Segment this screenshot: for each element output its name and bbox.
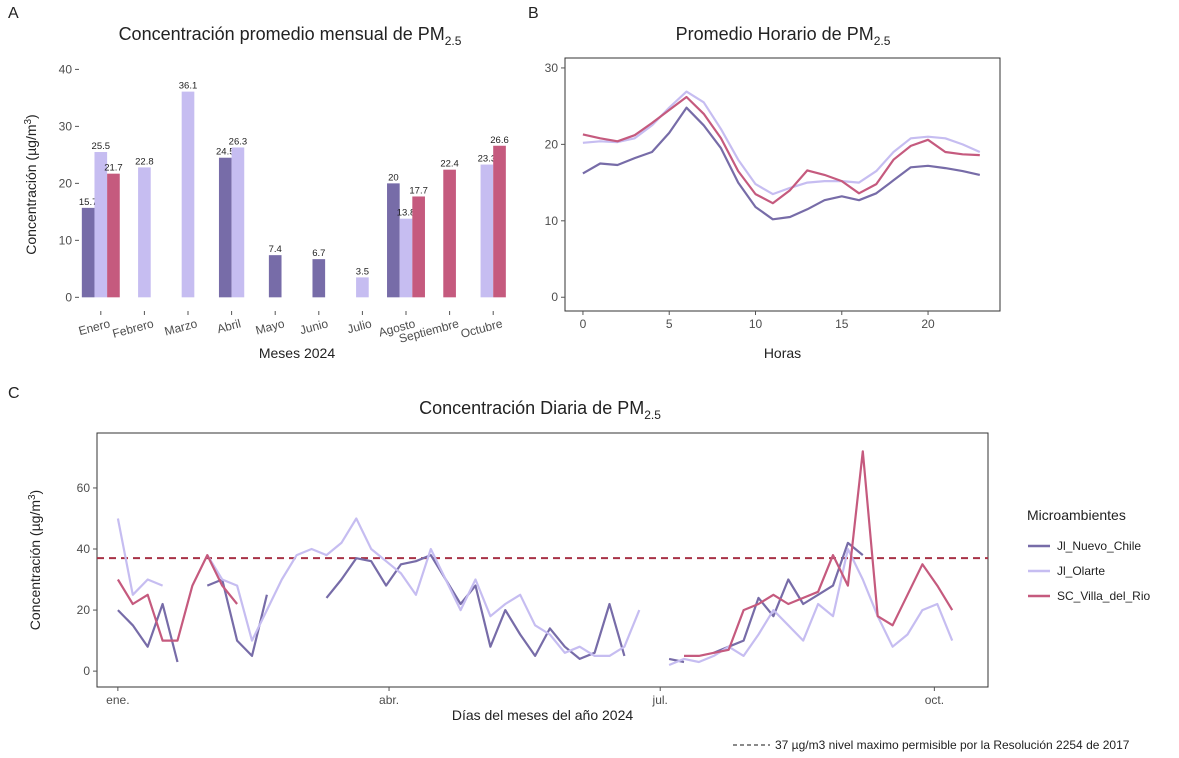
bar-value-label: 24.5 <box>216 147 235 158</box>
x-tick-label: Junio <box>298 316 330 337</box>
y-axis-label: Concentración (µg/m3) <box>23 114 39 254</box>
x-tick-label: abr. <box>379 693 399 707</box>
panel-letter: A <box>8 5 19 22</box>
chart-title: Concentración promedio mensual de PM2.5 <box>119 24 462 48</box>
y-tick-label: 0 <box>551 290 558 304</box>
x-tick-label: Enero <box>77 316 112 338</box>
y-tick-label: 0 <box>65 290 72 304</box>
panel-letter: C <box>8 385 20 402</box>
x-tick-label: oct. <box>925 693 944 707</box>
y-tick-label: 20 <box>59 176 73 190</box>
bar <box>412 196 425 298</box>
y-tick-label: 30 <box>545 61 559 75</box>
x-tick-label: Febrero <box>111 316 156 340</box>
bar-value-label: 21.7 <box>104 163 123 174</box>
bar <box>268 255 282 298</box>
x-tick-label: Abril <box>216 316 243 336</box>
x-tick-label: ene. <box>106 693 129 707</box>
chart-title: Concentración Diaria de PM2.5 <box>419 398 661 422</box>
plot-border <box>564 57 1001 312</box>
panel-letter: B <box>528 5 539 22</box>
y-label-text: Concentración (µg/m <box>27 500 43 630</box>
x-tick-label: Julio <box>346 316 374 336</box>
bar <box>399 218 413 298</box>
series-line <box>116 450 954 657</box>
series-line <box>117 541 864 664</box>
title-subscript: 2.5 <box>445 34 462 48</box>
bar-value-label: 17.7 <box>409 185 428 196</box>
bar <box>443 169 456 298</box>
y-label-superscript: 3 <box>23 119 34 125</box>
bar-value-label: 25.5 <box>92 141 111 152</box>
x-tick-label: 0 <box>580 317 587 331</box>
y-tick-label: 60 <box>77 481 91 495</box>
series-line <box>582 106 981 221</box>
chart-title: Promedio Horario de PM2.5 <box>676 24 891 48</box>
y-tick-label: 20 <box>77 603 91 617</box>
legend-label: Jl_Nuevo_Chile <box>1057 539 1141 553</box>
title-subscript: 2.5 <box>874 34 891 48</box>
x-axis-label: Horas <box>764 345 801 361</box>
bar-value-label: 3.5 <box>356 266 369 277</box>
x-tick-label: Marzo <box>163 316 199 338</box>
legend-label: SC_Villa_del_Rio <box>1057 589 1150 603</box>
bar-value-label: 22.8 <box>135 156 154 167</box>
legend-label: Jl_Olarte <box>1057 564 1105 578</box>
bar <box>493 145 506 298</box>
x-tick-label: jul. <box>652 693 668 707</box>
y-label-text: Concentración (µg/m <box>23 125 39 255</box>
x-tick-label: 15 <box>835 317 849 331</box>
bar <box>138 167 151 298</box>
y-axis-label: Concentración (µg/m3) <box>27 490 43 630</box>
y-tick-label: 0 <box>83 664 90 678</box>
bar <box>312 259 326 298</box>
bar <box>218 157 232 298</box>
y-label-end: ) <box>27 490 43 495</box>
bar <box>181 91 195 298</box>
x-tick-label: Mayo <box>254 316 286 337</box>
y-tick-label: 10 <box>545 214 559 228</box>
bar <box>480 164 494 298</box>
bar-value-label: 6.7 <box>312 248 325 259</box>
y-tick-label: 30 <box>59 119 73 133</box>
bar <box>81 207 95 298</box>
bar-value-label: 36.1 <box>179 81 198 92</box>
bar-value-label: 7.4 <box>269 244 282 255</box>
title-text: Concentración promedio mensual de PM <box>119 24 445 44</box>
bar-value-label: 15.7 <box>79 197 98 208</box>
series-line <box>582 95 980 205</box>
x-axis-label: Meses 2024 <box>259 345 335 361</box>
bar <box>356 277 369 298</box>
x-tick-label: 5 <box>666 317 673 331</box>
bar-value-label: 23.3 <box>478 154 497 165</box>
y-tick-label: 40 <box>77 542 91 556</box>
title-text: Promedio Horario de PM <box>676 24 874 44</box>
x-tick-label: 10 <box>749 317 763 331</box>
series-line <box>116 517 954 667</box>
bar-value-label: 22.4 <box>440 159 459 170</box>
y-tick-label: 20 <box>545 137 559 151</box>
bar <box>94 152 108 298</box>
y-tick-label: 40 <box>59 62 73 76</box>
footnote: 37 µg/m3 nivel maximo permisible por la … <box>775 738 1130 752</box>
x-axis-label: Días del meses del año 2024 <box>452 707 634 723</box>
plot-border <box>96 432 989 688</box>
y-label-superscript: 3 <box>27 494 38 500</box>
bar-value-label: 13.8 <box>397 208 416 219</box>
bar <box>107 173 120 298</box>
bar <box>231 147 245 298</box>
title-subscript: 2.5 <box>644 408 661 422</box>
bar-value-label: 20 <box>388 172 399 183</box>
series-line <box>582 90 981 196</box>
y-tick-label: 10 <box>59 233 73 247</box>
y-label-end: ) <box>23 114 39 119</box>
x-tick-label: Octubre <box>459 316 504 341</box>
bar-value-label: 26.6 <box>490 135 509 146</box>
bar-value-label: 26.3 <box>229 136 248 147</box>
title-text: Concentración Diaria de PM <box>419 398 644 418</box>
x-tick-label: 20 <box>921 317 935 331</box>
legend-title: Microambientes <box>1027 507 1126 523</box>
bar <box>387 183 400 298</box>
